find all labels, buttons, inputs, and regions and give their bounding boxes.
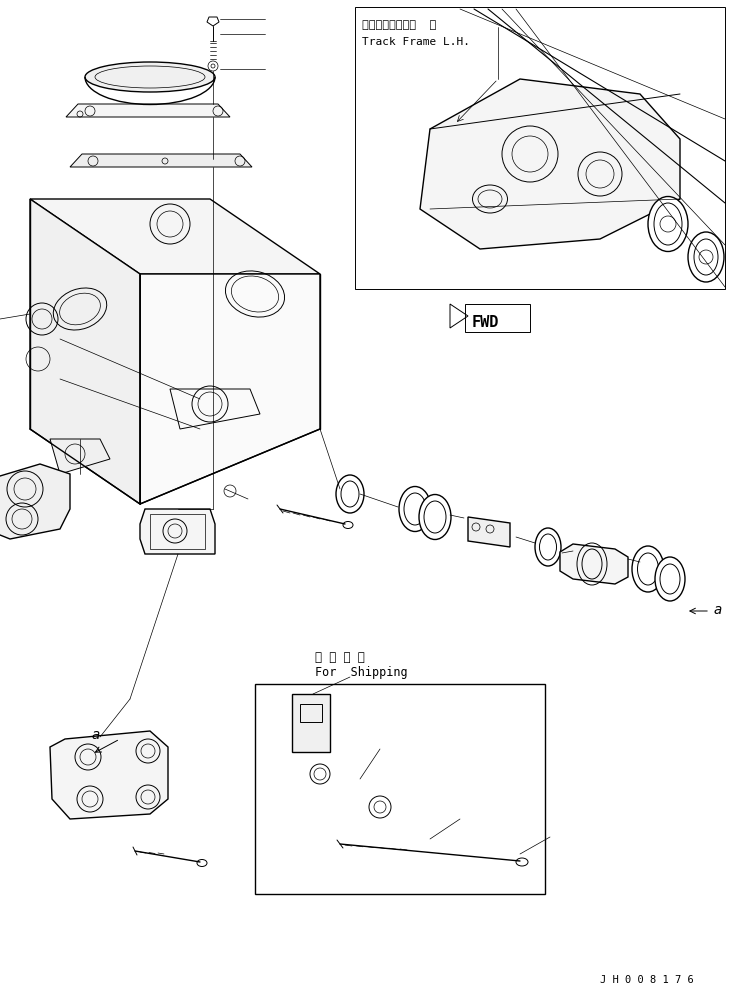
Ellipse shape — [85, 63, 215, 92]
Bar — [300, 705, 322, 723]
Text: トラックフレーム  左: トラックフレーム 左 — [362, 20, 436, 30]
Ellipse shape — [343, 522, 353, 529]
Text: 運 搜 部 品: 運 搜 部 品 — [315, 651, 365, 664]
Ellipse shape — [688, 233, 724, 282]
Ellipse shape — [399, 487, 431, 532]
Ellipse shape — [535, 529, 561, 567]
Circle shape — [369, 796, 391, 818]
Bar — [150, 515, 205, 550]
Text: a: a — [714, 602, 722, 616]
Circle shape — [224, 485, 236, 498]
Polygon shape — [66, 105, 230, 118]
Polygon shape — [0, 464, 70, 540]
Ellipse shape — [648, 197, 688, 252]
Text: For  Shipping: For Shipping — [315, 666, 408, 679]
Polygon shape — [70, 155, 252, 168]
Circle shape — [208, 62, 218, 72]
Ellipse shape — [516, 858, 528, 866]
Ellipse shape — [197, 860, 207, 867]
Polygon shape — [50, 732, 168, 819]
Text: FWD: FWD — [472, 315, 499, 330]
Circle shape — [310, 764, 330, 784]
Polygon shape — [207, 18, 219, 27]
Bar — [465, 305, 530, 333]
Polygon shape — [560, 545, 628, 584]
Ellipse shape — [655, 558, 685, 601]
Bar — [255, 684, 545, 894]
Ellipse shape — [419, 495, 451, 540]
Polygon shape — [450, 305, 468, 329]
Polygon shape — [420, 80, 680, 249]
Ellipse shape — [336, 475, 364, 514]
Ellipse shape — [632, 547, 664, 592]
Text: a: a — [92, 728, 100, 742]
Polygon shape — [140, 274, 320, 505]
Polygon shape — [468, 518, 510, 548]
Polygon shape — [50, 439, 110, 474]
Bar — [292, 694, 330, 752]
Polygon shape — [30, 200, 320, 274]
Polygon shape — [140, 510, 215, 555]
Polygon shape — [30, 200, 140, 505]
Text: J H 0 0 8 1 7 6: J H 0 0 8 1 7 6 — [600, 974, 694, 984]
Text: Track Frame L.H.: Track Frame L.H. — [362, 37, 470, 47]
